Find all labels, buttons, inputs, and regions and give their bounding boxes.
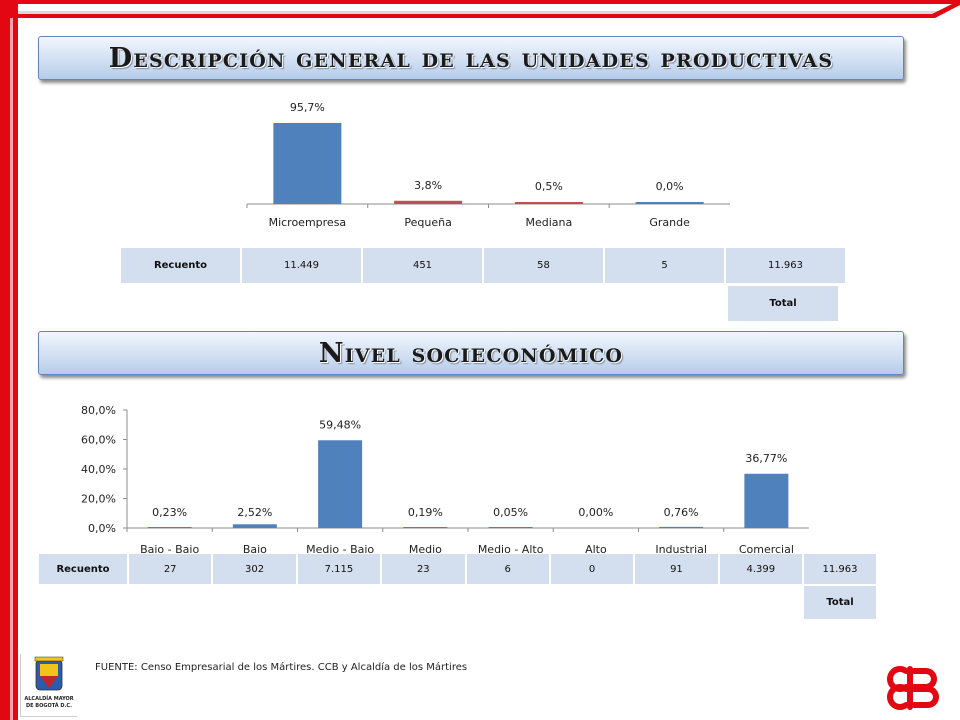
source-note: FUENTE: Censo Empresarial de los Mártire… <box>95 662 468 673</box>
data-label: 36,77% <box>745 452 787 465</box>
bar <box>394 200 463 204</box>
table-cell: 6 <box>465 553 550 585</box>
x-tick-label: Bajo <box>243 543 267 556</box>
left-frame-bar <box>0 0 18 720</box>
y-tick-label: 20,0% <box>81 493 116 506</box>
table-cell: 27 <box>128 553 213 585</box>
data-label: 0,23% <box>152 506 187 519</box>
table-total-cell: 11.963 <box>725 247 846 284</box>
table-cell: 302 <box>212 553 297 585</box>
bar <box>659 526 704 528</box>
x-tick-label: Grande <box>649 216 690 229</box>
data-label: 0,0% <box>656 180 684 193</box>
x-tick-label: Microempresa <box>269 216 347 229</box>
x-tick-label: Medio <box>409 543 442 556</box>
section-banner-unidades: Descripción general de las unidades prod… <box>38 36 904 80</box>
table-total-cell: 11.963 <box>803 553 877 585</box>
y-tick-label: 80,0% <box>81 404 116 417</box>
bar <box>488 527 533 528</box>
x-tick-label: Comercial <box>739 543 794 556</box>
table-total-label: Total <box>727 285 839 322</box>
bar <box>403 527 448 528</box>
bar <box>635 202 704 204</box>
table-cell: 5 <box>604 247 725 284</box>
table-cell: 11.449 <box>241 247 362 284</box>
x-tick-label: Medio - Alto <box>478 543 544 556</box>
y-tick-label: 40,0% <box>81 463 116 476</box>
section-banner-nivel: Nivel socieconómico <box>38 331 904 375</box>
top-frame-bar <box>0 0 960 18</box>
y-tick-label: 0,0% <box>88 522 116 535</box>
bar <box>744 473 789 528</box>
data-label: 3,8% <box>414 179 442 192</box>
table-header: Recuento <box>38 553 128 585</box>
data-label: 0,5% <box>535 180 563 193</box>
section-title: Nivel socieconómico <box>318 337 624 369</box>
table-cell: 4.399 <box>718 553 803 585</box>
y-tick-label: 60,0% <box>81 434 116 447</box>
table-cell: 451 <box>362 247 483 284</box>
data-label: 0,76% <box>664 506 699 519</box>
x-tick-label: Bajo - Bajo <box>140 543 199 556</box>
bar <box>318 440 363 528</box>
bar <box>273 123 342 204</box>
x-tick-label: Industrial <box>655 543 707 556</box>
table-cell: 91 <box>634 553 719 585</box>
bogota-coat-of-arms-icon: ALCALDÍA MAYOR DE BOGOTÁ D.C. <box>20 654 77 717</box>
x-tick-label: Mediana <box>526 216 573 229</box>
data-label: 59,48% <box>319 418 361 431</box>
bar <box>147 527 192 528</box>
x-tick-label: Pequeña <box>404 216 451 229</box>
bar <box>514 202 583 204</box>
table-cell: 0 <box>549 553 635 585</box>
section-title: Descripción general de las unidades prod… <box>108 42 834 74</box>
bogota-logo-line2: DE BOGOTÁ D.C. <box>26 702 72 709</box>
table-cell: 23 <box>381 553 466 585</box>
table-cell: 58 <box>483 247 604 284</box>
table-header: Recuento <box>120 247 241 284</box>
ccb-logo-icon <box>887 666 939 710</box>
x-tick-label: Medio - Bajo <box>306 543 374 556</box>
data-label: 0,05% <box>493 506 528 519</box>
left-frame-highlight <box>10 18 13 720</box>
table-cell: 7.115 <box>296 553 382 585</box>
data-label: 95,7% <box>290 101 325 114</box>
x-tick-label: Alto <box>585 543 607 556</box>
data-label: 0,19% <box>408 506 443 519</box>
data-label: 0,00% <box>578 506 613 519</box>
bogota-logo-line1: ALCALDÍA MAYOR <box>24 694 73 702</box>
table-total-label: Total <box>803 585 877 620</box>
bar <box>232 524 277 528</box>
data-label: 2,52% <box>237 506 272 519</box>
